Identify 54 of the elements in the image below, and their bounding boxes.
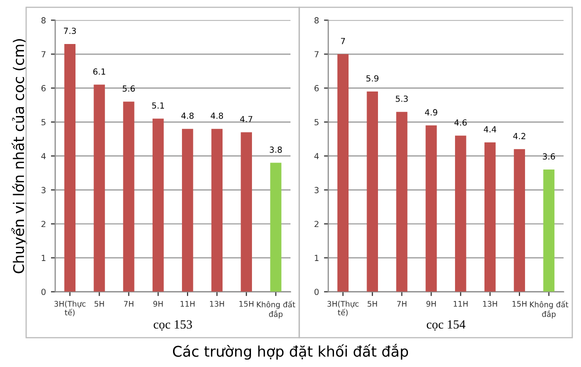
bar [123,102,134,292]
bar [211,128,223,292]
data-label: 4.8 [181,112,194,119]
data-label: 7.3 [64,28,76,34]
y-tick-label: 4 [41,153,46,160]
bar [152,118,164,292]
y-tick-label: 1 [42,254,46,261]
bar [64,44,76,292]
data-label: 7 [341,38,345,44]
y-tick-label: 5 [42,119,46,126]
y-tick-label: 2 [41,220,46,228]
data-label: 4.8 [210,112,224,119]
data-label: 5.3 [396,96,408,102]
y-tick-label: 0 [41,288,46,296]
bar [484,142,496,292]
text: Các trường hợp đặt khối đất đắp [172,344,408,360]
data-label: 4.9 [424,109,438,116]
data-label: 6.1 [93,68,106,75]
data-label: 5.6 [122,85,135,92]
y-tick-label: 6 [41,85,46,92]
bar [240,132,252,292]
data-label: 5.1 [152,102,164,109]
data-label: 3.8 [270,146,282,153]
y-tick-label: 8 [314,17,319,24]
y-tick-label: 4 [314,153,319,160]
data-label: 4.4 [484,126,496,132]
bar [94,84,105,292]
bar [514,149,526,292]
y-tick-label: 3 [314,186,319,194]
x-axis-title: cọc 153 [154,320,192,331]
y-tick-label: 0 [314,288,319,296]
data-label: 4.7 [240,116,252,122]
bar [337,54,349,292]
y-tick-label: 2 [314,220,318,228]
bar [396,112,408,292]
x-axis-title: cọc 154 [426,320,466,331]
bar [426,125,437,292]
bar [455,136,466,292]
y-axis-title: Chuyển vị lớn nhất của cọc (cm) [11,39,27,274]
y-tick-label: 7 [314,51,319,58]
data-label: 4.6 [454,119,467,126]
y-tick-label: 5 [314,119,319,126]
y-tick-label: 1 [314,254,318,261]
data-label: 5.9 [366,75,378,82]
data-label: 4.2 [513,132,526,140]
y-tick-label: 8 [41,17,46,24]
y-tick-label: 6 [314,85,319,92]
y-tick-label: 3 [42,186,46,194]
bar [182,128,194,292]
y-tick-label: 7 [42,51,46,58]
data-label: 3.6 [542,153,555,160]
bar [366,91,378,292]
bar [543,170,554,292]
bar [270,162,282,292]
